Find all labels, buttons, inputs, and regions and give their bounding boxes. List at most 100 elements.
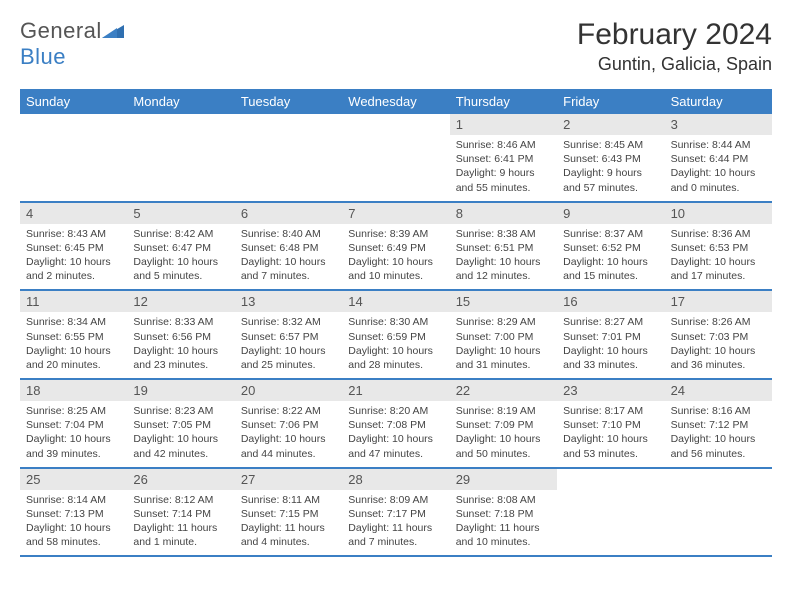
day-number: 5 <box>127 203 234 224</box>
day-info: Sunrise: 8:22 AMSunset: 7:06 PMDaylight:… <box>235 404 342 461</box>
day-info-line: Sunset: 7:15 PM <box>241 507 336 521</box>
day-info-line: and 36 minutes. <box>671 358 766 372</box>
day-info-line: Sunrise: 8:19 AM <box>456 404 551 418</box>
day-info-line: and 2 minutes. <box>26 269 121 283</box>
day-info-line: Sunrise: 8:33 AM <box>133 315 228 329</box>
week-row: 11Sunrise: 8:34 AMSunset: 6:55 PMDayligh… <box>20 291 772 380</box>
day-info: Sunrise: 8:29 AMSunset: 7:00 PMDaylight:… <box>450 315 557 372</box>
day-info: Sunrise: 8:42 AMSunset: 6:47 PMDaylight:… <box>127 227 234 284</box>
day-info-line: Daylight: 10 hours <box>26 432 121 446</box>
day-info-line: Sunset: 7:05 PM <box>133 418 228 432</box>
day-number: 28 <box>342 469 449 490</box>
day-info-line: and 17 minutes. <box>671 269 766 283</box>
weekday-header-row: Sunday Monday Tuesday Wednesday Thursday… <box>20 89 772 114</box>
day-info-line: Sunrise: 8:37 AM <box>563 227 658 241</box>
day-info-line: Sunset: 7:01 PM <box>563 330 658 344</box>
day-info-line: and 25 minutes. <box>241 358 336 372</box>
day-info-line: Sunrise: 8:27 AM <box>563 315 658 329</box>
day-cell: 15Sunrise: 8:29 AMSunset: 7:00 PMDayligh… <box>450 291 557 378</box>
day-cell: 22Sunrise: 8:19 AMSunset: 7:09 PMDayligh… <box>450 380 557 467</box>
day-info-line: Daylight: 10 hours <box>26 255 121 269</box>
day-number: 11 <box>20 291 127 312</box>
day-info-line: Sunrise: 8:25 AM <box>26 404 121 418</box>
day-info-line: Sunrise: 8:23 AM <box>133 404 228 418</box>
day-info-line: Sunset: 7:14 PM <box>133 507 228 521</box>
day-info-line: Sunset: 7:09 PM <box>456 418 551 432</box>
day-info-line: and 47 minutes. <box>348 447 443 461</box>
day-info-line: Sunset: 7:12 PM <box>671 418 766 432</box>
logo-text-blue: Blue <box>20 44 66 69</box>
day-info: Sunrise: 8:19 AMSunset: 7:09 PMDaylight:… <box>450 404 557 461</box>
day-info-line: and 44 minutes. <box>241 447 336 461</box>
day-info-line: Sunset: 6:43 PM <box>563 152 658 166</box>
day-info-line: Daylight: 10 hours <box>348 432 443 446</box>
day-info-line: Daylight: 10 hours <box>26 344 121 358</box>
day-number: 2 <box>557 114 664 135</box>
weekday-header: Wednesday <box>342 89 449 114</box>
day-info-line: Sunrise: 8:43 AM <box>26 227 121 241</box>
day-info-line: Sunrise: 8:42 AM <box>133 227 228 241</box>
day-cell <box>20 114 127 201</box>
day-info-line: Sunrise: 8:09 AM <box>348 493 443 507</box>
day-info-line: and 0 minutes. <box>671 181 766 195</box>
header: General Blue February 2024 Guntin, Galic… <box>20 18 772 75</box>
week-row: 18Sunrise: 8:25 AMSunset: 7:04 PMDayligh… <box>20 380 772 469</box>
day-info-line: and 10 minutes. <box>348 269 443 283</box>
day-info-line: and 7 minutes. <box>241 269 336 283</box>
day-info-line: Sunset: 6:47 PM <box>133 241 228 255</box>
day-cell: 17Sunrise: 8:26 AMSunset: 7:03 PMDayligh… <box>665 291 772 378</box>
day-cell: 9Sunrise: 8:37 AMSunset: 6:52 PMDaylight… <box>557 203 664 290</box>
day-info-line: Sunset: 6:56 PM <box>133 330 228 344</box>
day-number: 27 <box>235 469 342 490</box>
day-cell: 7Sunrise: 8:39 AMSunset: 6:49 PMDaylight… <box>342 203 449 290</box>
day-info: Sunrise: 8:16 AMSunset: 7:12 PMDaylight:… <box>665 404 772 461</box>
day-cell: 16Sunrise: 8:27 AMSunset: 7:01 PMDayligh… <box>557 291 664 378</box>
day-cell <box>665 469 772 556</box>
day-number: 3 <box>665 114 772 135</box>
day-cell: 11Sunrise: 8:34 AMSunset: 6:55 PMDayligh… <box>20 291 127 378</box>
day-number: 20 <box>235 380 342 401</box>
day-info: Sunrise: 8:45 AMSunset: 6:43 PMDaylight:… <box>557 138 664 195</box>
day-info-line: Sunrise: 8:11 AM <box>241 493 336 507</box>
day-cell: 20 Sunrise: 8:22 AMSunset: 7:06 PMDayligh… <box>235 380 342 467</box>
day-number: 16 <box>557 291 664 312</box>
day-info-line: and 5 minutes. <box>133 269 228 283</box>
day-info: Sunrise: 8:33 AMSunset: 6:56 PMDaylight:… <box>127 315 234 372</box>
logo: General Blue <box>20 18 124 70</box>
day-number: 25 <box>20 469 127 490</box>
day-info-line: Sunset: 6:44 PM <box>671 152 766 166</box>
day-info: Sunrise: 8:40 AMSunset: 6:48 PMDaylight:… <box>235 227 342 284</box>
day-info-line: Daylight: 10 hours <box>241 344 336 358</box>
day-info-line: Sunrise: 8:45 AM <box>563 138 658 152</box>
day-cell: 10Sunrise: 8:36 AMSunset: 6:53 PMDayligh… <box>665 203 772 290</box>
day-info-line: Sunrise: 8:39 AM <box>348 227 443 241</box>
day-info-line: Sunrise: 8:44 AM <box>671 138 766 152</box>
day-cell: 14Sunrise: 8:30 AMSunset: 6:59 PMDayligh… <box>342 291 449 378</box>
title-block: February 2024 Guntin, Galicia, Spain <box>577 18 772 75</box>
day-cell: 2 Sunrise: 8:45 AMSunset: 6:43 PMDaylight… <box>557 114 664 201</box>
day-info-line: and 57 minutes. <box>563 181 658 195</box>
day-info-line: Sunrise: 8:36 AM <box>671 227 766 241</box>
day-info-line: Daylight: 10 hours <box>26 521 121 535</box>
logo-text-general: General <box>20 18 102 43</box>
day-info-line: and 28 minutes. <box>348 358 443 372</box>
week-row: 4Sunrise: 8:43 AMSunset: 6:45 PMDaylight… <box>20 203 772 292</box>
day-info-line: and 10 minutes. <box>456 535 551 549</box>
day-number: 1 <box>450 114 557 135</box>
weeks-container: 1Sunrise: 8:46 AMSunset: 6:41 PMDaylight… <box>20 114 772 557</box>
day-info-line: Sunrise: 8:40 AM <box>241 227 336 241</box>
day-cell: 24Sunrise: 8:16 AMSunset: 7:12 PMDayligh… <box>665 380 772 467</box>
day-info-line: Sunrise: 8:26 AM <box>671 315 766 329</box>
day-info-line: Sunset: 7:06 PM <box>241 418 336 432</box>
day-cell: 25Sunrise: 8:14 AMSunset: 7:13 PMDayligh… <box>20 469 127 556</box>
day-info-line: Daylight: 10 hours <box>133 432 228 446</box>
day-info-line: Sunset: 6:59 PM <box>348 330 443 344</box>
day-info: Sunrise: 8:09 AMSunset: 7:17 PMDaylight:… <box>342 493 449 550</box>
day-cell: 21Sunrise: 8:20 AMSunset: 7:08 PMDayligh… <box>342 380 449 467</box>
day-number: 13 <box>235 291 342 312</box>
day-info-line: Sunset: 6:51 PM <box>456 241 551 255</box>
day-info-line: Daylight: 10 hours <box>563 255 658 269</box>
day-info-line: Sunset: 7:08 PM <box>348 418 443 432</box>
day-info-line: and 42 minutes. <box>133 447 228 461</box>
day-info-line: Sunset: 7:00 PM <box>456 330 551 344</box>
